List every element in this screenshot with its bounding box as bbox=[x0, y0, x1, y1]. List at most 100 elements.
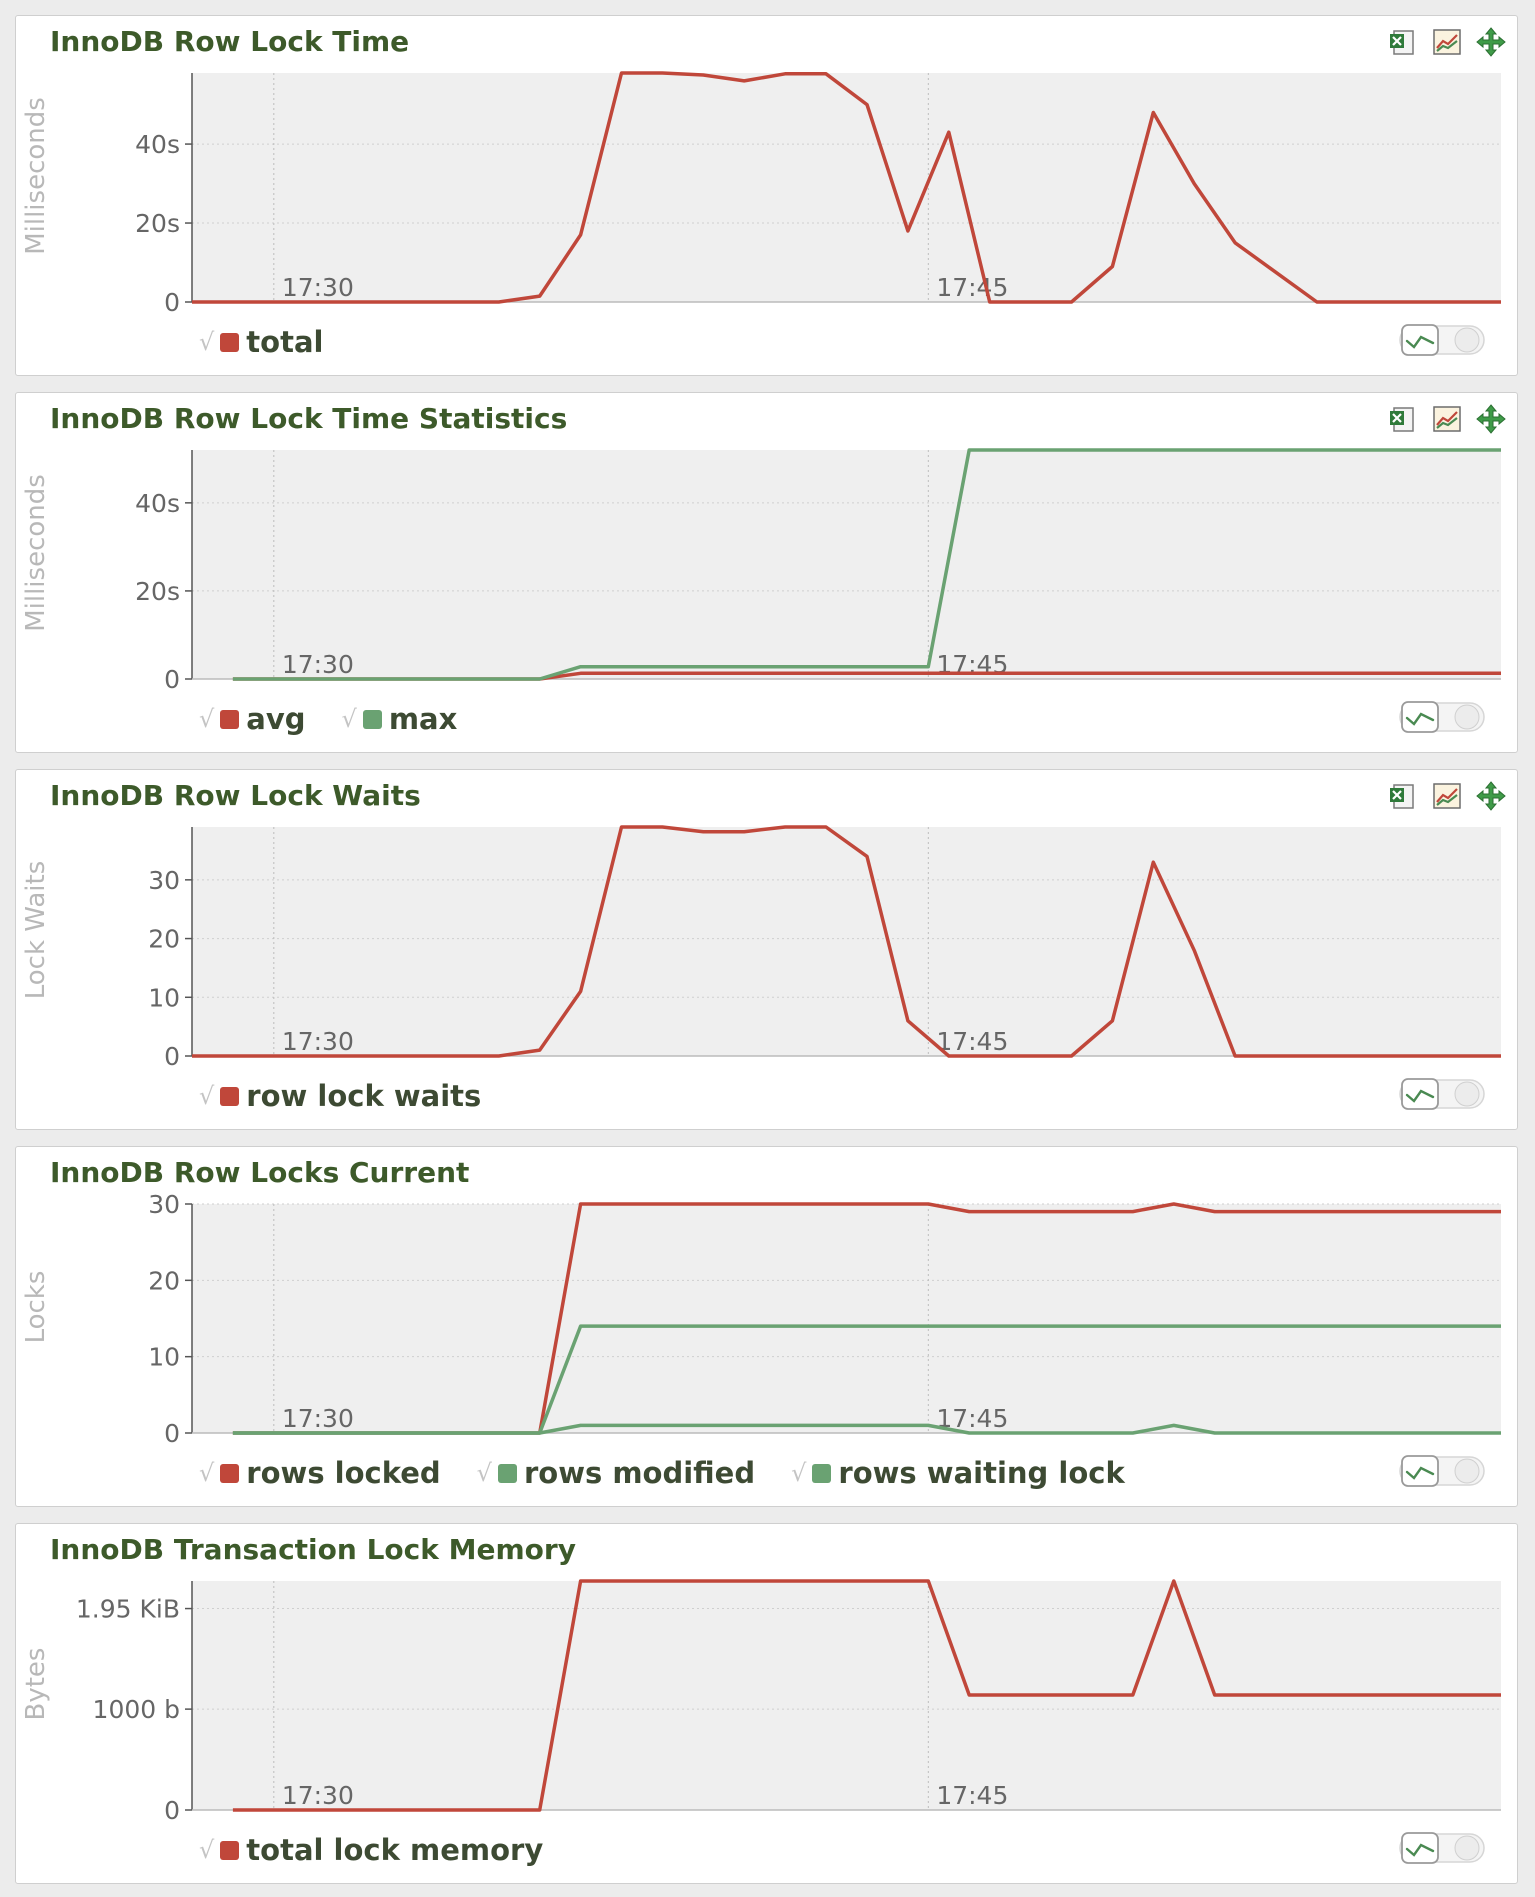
y-tick-label: 20s bbox=[135, 209, 180, 238]
y-tick-label: 20 bbox=[148, 925, 180, 954]
chart-title: InnoDB Row Lock Waits bbox=[50, 779, 421, 812]
chart-toggle-switch[interactable] bbox=[1399, 1831, 1485, 1865]
series-line bbox=[192, 71, 1501, 304]
legend-item[interactable]: √ row lock waits bbox=[199, 1079, 481, 1113]
x-tick-label: 17:45 bbox=[936, 273, 1008, 302]
legend-label: rows waiting lock bbox=[838, 1456, 1125, 1490]
y-tick-label: 0 bbox=[164, 1042, 180, 1071]
chart-type-icon[interactable] bbox=[1431, 780, 1463, 812]
plot-area: 0 20s 40s 17:30 17:45 bbox=[135, 71, 1501, 317]
move-icon[interactable] bbox=[1475, 780, 1507, 812]
y-tick-label: 10 bbox=[148, 1343, 180, 1372]
move-icon[interactable] bbox=[1475, 26, 1507, 58]
y-tick-label: 40s bbox=[135, 489, 180, 518]
y-tick-label: 10 bbox=[148, 983, 180, 1012]
y-tick-label: 0 bbox=[164, 665, 180, 694]
legend-item[interactable]: √ rows modified bbox=[477, 1456, 755, 1490]
move-icon[interactable] bbox=[1475, 403, 1507, 435]
check-icon: √ bbox=[199, 328, 215, 356]
x-tick-label: 17:30 bbox=[282, 273, 354, 302]
legend-label: row lock waits bbox=[246, 1079, 482, 1113]
chart-toggle-switch[interactable] bbox=[1399, 1454, 1485, 1488]
y-tick-label: 20 bbox=[148, 1266, 180, 1295]
legend-label: max bbox=[388, 702, 458, 736]
series-line bbox=[232, 1579, 1501, 1812]
chart-legend: √ total bbox=[199, 325, 323, 359]
plot-background bbox=[192, 1204, 1501, 1433]
series-line bbox=[192, 825, 1501, 1058]
chart-toggle-switch[interactable] bbox=[1399, 323, 1485, 357]
chart-panel: InnoDB Row Locks Current Locks 0 10 20 30 17:3… bbox=[15, 1146, 1518, 1507]
x-tick-label: 17:45 bbox=[936, 1027, 1008, 1056]
chart-title: InnoDB Transaction Lock Memory bbox=[50, 1533, 576, 1566]
plot-background bbox=[192, 827, 1501, 1056]
chart-toolbar bbox=[1387, 26, 1507, 58]
chart-panel: InnoDB Row Lock Time Milliseconds 0 20s 40s 1… bbox=[15, 15, 1518, 376]
check-icon: √ bbox=[341, 705, 357, 733]
chart-legend: √ avg √ max bbox=[199, 702, 457, 736]
x-tick-label: 17:30 bbox=[282, 1027, 354, 1056]
plot-background bbox=[192, 450, 1501, 679]
x-tick-label: 17:30 bbox=[282, 650, 354, 679]
excel-export-icon[interactable] bbox=[1387, 780, 1419, 812]
legend-label: rows locked bbox=[246, 1456, 441, 1490]
legend-label: total bbox=[246, 325, 324, 359]
legend-swatch bbox=[220, 1086, 240, 1106]
y-tick-label: 30 bbox=[148, 866, 180, 895]
y-tick-label: 1.95 KiB bbox=[76, 1595, 180, 1624]
plot-area: 0 10 20 30 17:30 17:45 bbox=[148, 825, 1501, 1071]
legend-item[interactable]: √ rows waiting lock bbox=[791, 1456, 1125, 1490]
legend-item[interactable]: √ max bbox=[342, 702, 458, 736]
legend-item[interactable]: √ rows locked bbox=[199, 1456, 441, 1490]
chart-legend: √ total lock memory bbox=[199, 1833, 543, 1867]
series-line bbox=[232, 1202, 1501, 1435]
plot-background bbox=[192, 73, 1501, 302]
y-tick-label: 1000 b bbox=[93, 1695, 180, 1724]
y-tick-label: 30 bbox=[148, 1190, 180, 1219]
y-tick-label: 0 bbox=[164, 1419, 180, 1448]
check-icon: √ bbox=[199, 705, 215, 733]
y-tick-label: 0 bbox=[164, 1796, 180, 1825]
legend-swatch bbox=[220, 1463, 240, 1483]
chart-toggle-switch[interactable] bbox=[1399, 1077, 1485, 1111]
y-tick-label: 40s bbox=[135, 130, 180, 159]
check-icon: √ bbox=[199, 1459, 215, 1487]
chart-legend: √ row lock waits bbox=[199, 1079, 481, 1113]
legend-swatch bbox=[220, 332, 240, 352]
series-line bbox=[232, 1423, 1501, 1435]
chart-title: InnoDB Row Lock Time bbox=[50, 25, 410, 58]
x-tick-label: 17:30 bbox=[282, 1781, 354, 1810]
chart-panel: InnoDB Row Lock Time Statistics Milliseco… bbox=[15, 392, 1518, 753]
legend-item[interactable]: √ total bbox=[199, 325, 323, 359]
legend-label: rows modified bbox=[523, 1456, 756, 1490]
chart-toolbar bbox=[1387, 780, 1507, 812]
chart-toggle-switch[interactable] bbox=[1399, 700, 1485, 734]
x-tick-label: 17:30 bbox=[282, 1404, 354, 1433]
chart-panel: InnoDB Transaction Lock Memory Bytes 0 1000… bbox=[15, 1523, 1518, 1884]
legend-swatch bbox=[497, 1463, 517, 1483]
legend-item[interactable]: √ total lock memory bbox=[199, 1833, 543, 1867]
chart-toolbar bbox=[1387, 403, 1507, 435]
series-line bbox=[232, 448, 1501, 681]
excel-export-icon[interactable] bbox=[1387, 403, 1419, 435]
legend-swatch bbox=[220, 709, 240, 729]
legend-swatch bbox=[362, 709, 382, 729]
chart-type-icon[interactable] bbox=[1431, 403, 1463, 435]
y-tick-label: 20s bbox=[135, 577, 180, 606]
legend-item[interactable]: √ avg bbox=[199, 702, 306, 736]
check-icon: √ bbox=[476, 1459, 492, 1487]
plot-area: 0 1000 b 1.95 KiB 17:30 17:45 bbox=[76, 1579, 1501, 1825]
check-icon: √ bbox=[791, 1459, 807, 1487]
legend-swatch bbox=[220, 1840, 240, 1860]
legend-label: total lock memory bbox=[246, 1833, 544, 1867]
y-tick-label: 0 bbox=[164, 288, 180, 317]
excel-export-icon[interactable] bbox=[1387, 26, 1419, 58]
chart-legend: √ rows locked √ rows modified √ rows waiting … bbox=[199, 1456, 1125, 1490]
chart-type-icon[interactable] bbox=[1431, 26, 1463, 58]
chart-title: InnoDB Row Locks Current bbox=[50, 1156, 470, 1189]
x-tick-label: 17:45 bbox=[936, 1781, 1008, 1810]
legend-swatch bbox=[812, 1463, 832, 1483]
